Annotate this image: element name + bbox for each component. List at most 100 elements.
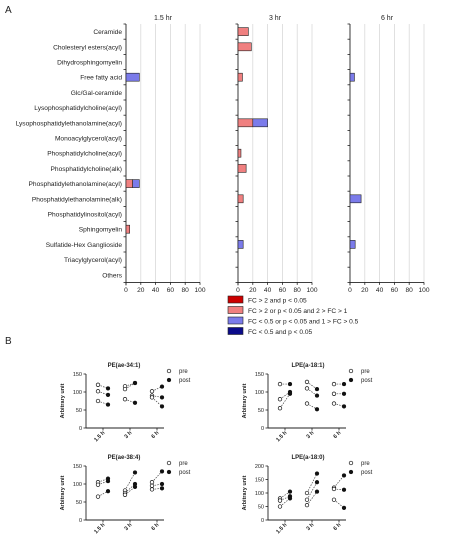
pair-line — [306, 403, 318, 410]
pair-line — [333, 475, 345, 488]
post-point — [314, 471, 320, 476]
legend-post-label: post — [179, 378, 191, 384]
post-point — [341, 391, 347, 396]
facet-1: 1.5 hr 0 20 40 60 80 100 — [123, 15, 206, 294]
facet-2: 3 hr 0 20 40 60 80 100 — [235, 15, 318, 294]
legend-pre-marker — [166, 460, 172, 466]
post-point — [341, 404, 347, 409]
pair-line — [306, 473, 318, 494]
pre-point — [95, 482, 101, 487]
post-point — [341, 473, 347, 478]
y-tick-label: 50 — [76, 408, 82, 414]
x-tick-label: 0 — [236, 287, 240, 294]
x-tick-label: 6 h — [333, 522, 343, 532]
panel-a-bar-chart: Ceramide Cholesteryl esters(acyl) Dihydros… — [16, 15, 430, 294]
category-label: Triacylglycerol(acyl) — [64, 257, 122, 264]
pair-line — [124, 486, 136, 496]
panel-b-label: B — [5, 336, 12, 347]
post-point — [159, 469, 165, 474]
x-tick-label: 20 — [361, 287, 369, 294]
pair-line — [306, 482, 318, 500]
pre-point — [304, 379, 310, 385]
x-tick-label: 100 — [306, 287, 317, 294]
x-tick-label: 6 h — [151, 430, 161, 440]
category-label: Phosphatidylethanolamine(alk) — [32, 196, 122, 203]
pair-line — [124, 483, 136, 494]
post-point — [314, 393, 320, 398]
bar-segment — [349, 240, 356, 249]
post-point — [287, 489, 293, 494]
bar-segment — [125, 179, 133, 188]
legend-label: FC < 0.5 or p < 0.05 and 1 > FC > 0.5 — [248, 318, 359, 325]
pre-point — [331, 401, 337, 406]
x-tick-label: 1.5 h — [275, 430, 289, 444]
line-chart-3: PE(ae-38:4) Arbitrary unit 0 50 100 150 1.5 h 3… — [60, 455, 191, 535]
y-tick-label: 100 — [255, 390, 264, 396]
y-tick-label: 50 — [76, 500, 82, 506]
y-tick-label: 100 — [255, 491, 264, 497]
y-axis-label: Arbitrary unit — [242, 383, 248, 418]
y-axis-label: Arbitrary unit — [60, 475, 66, 510]
y-tick-label: 50 — [258, 408, 264, 414]
facet-title: 3 hr — [269, 15, 282, 22]
bar-segment — [237, 72, 243, 82]
pre-point — [149, 395, 155, 400]
pre-point — [95, 389, 101, 394]
pre-point — [95, 382, 101, 387]
panel-a-label: A — [5, 5, 12, 16]
post-point — [105, 478, 111, 484]
post-point — [314, 489, 320, 494]
category-label: Phosphatidylinositol(acyl) — [48, 212, 122, 219]
y-tick-label: 200 — [255, 464, 264, 470]
legend-pre-label: pre — [361, 461, 370, 467]
x-tick-label: 80 — [406, 287, 414, 294]
bar-segment — [237, 27, 249, 36]
post-point — [105, 392, 111, 398]
x-tick-label: 3 h — [306, 430, 316, 440]
y-axis-label: Arbitrary unit — [242, 475, 248, 510]
category-label: Dihydrosphingomyelin — [57, 60, 122, 67]
legend-post-marker — [348, 469, 354, 475]
pair-line — [279, 393, 291, 409]
legend-pre-label: pre — [361, 369, 370, 375]
legend-post-label: post — [361, 470, 373, 476]
y-tick-label: 0 — [79, 426, 82, 432]
x-tick-label: 0 — [124, 287, 128, 294]
pre-point — [331, 381, 337, 387]
post-point — [132, 484, 138, 490]
pre-point — [331, 497, 337, 502]
post-point — [159, 486, 165, 491]
x-tick-label: 20 — [249, 287, 257, 294]
x-tick-label: 80 — [294, 287, 302, 294]
y-tick-label: 0 — [261, 426, 264, 432]
x-tick-label: 1.5 h — [93, 430, 107, 444]
y-tick-label: 0 — [261, 518, 264, 524]
legend-pre-label: pre — [179, 461, 188, 467]
pre-point — [122, 386, 128, 392]
post-point — [159, 404, 165, 409]
category-label: Phosphatidylcholine(acyl) — [47, 151, 122, 158]
x-tick-label: 60 — [391, 287, 399, 294]
bar-segment — [237, 194, 244, 204]
line-chart-4: LPE(a-18:0) Arbitrary unit 0 50 100 150 200 1.5… — [242, 455, 373, 535]
legend-post-label: post — [179, 470, 191, 476]
category-label: Lysophosphatidylcholine(acyl) — [34, 105, 122, 112]
pre-point — [95, 494, 101, 499]
x-tick-label: 6 h — [333, 430, 343, 440]
pair-line — [279, 498, 291, 507]
post-point — [132, 380, 138, 386]
facet-3: 6 hr 0 20 40 60 80 100 — [347, 15, 430, 294]
pair-line — [306, 388, 318, 396]
pre-point — [95, 398, 101, 404]
pair-line — [124, 472, 136, 491]
x-tick-label: 0 — [348, 287, 352, 294]
x-tick-label: 3 h — [306, 522, 316, 532]
pre-point — [304, 503, 310, 508]
x-tick-label: 100 — [418, 287, 429, 294]
pre-point — [331, 391, 337, 396]
facet-title: 6 hr — [381, 15, 394, 22]
pre-point — [277, 381, 283, 387]
x-tick-label: 3 h — [124, 430, 134, 440]
bar-segment — [132, 179, 140, 188]
